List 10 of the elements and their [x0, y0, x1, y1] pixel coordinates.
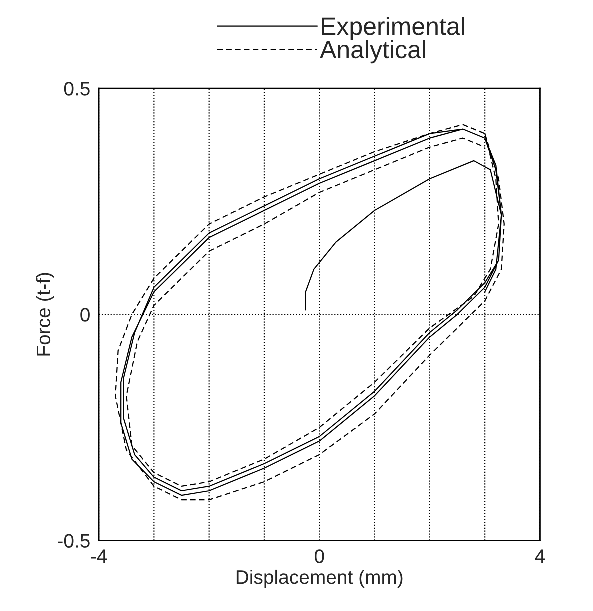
x-tick-label: -4	[91, 550, 108, 564]
x-tick-label: 4	[535, 550, 546, 564]
y-tick-label: 0	[80, 308, 90, 322]
y-axis-title: Force (t-f)	[36, 273, 54, 356]
legend-label: Analytical	[320, 40, 426, 64]
y-tick-label: -0.5	[58, 534, 90, 548]
x-axis-title: Displacement (mm)	[236, 570, 403, 588]
y-tick-label: 0.5	[64, 82, 90, 96]
x-tick-label: 0	[314, 550, 324, 564]
legend-label: Experimental	[322, 16, 464, 40]
